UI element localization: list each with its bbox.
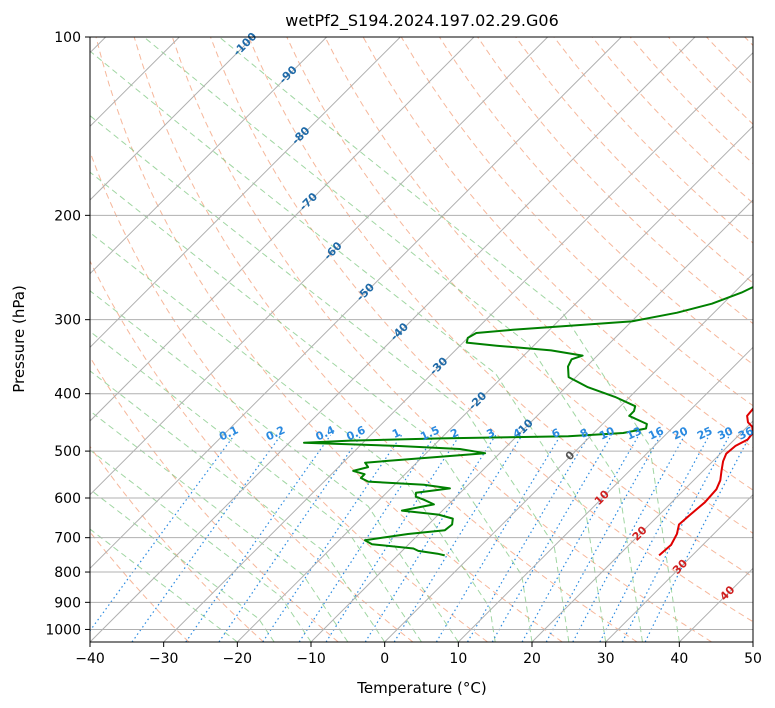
mixing-ratio-line [599,434,710,642]
y-tick-label: 1000 [45,622,81,638]
y-tick-label: 100 [54,30,81,46]
mixing-ratio-line [435,434,562,642]
mixing-ratio-label: 25 [695,424,714,442]
mixing-ratio-line [325,434,461,642]
isotherm-line [90,37,696,642]
y-tick-label: 700 [54,531,81,547]
y-tick-label: 900 [54,595,81,611]
isotherm-line [678,567,753,642]
mixing-ratio-line [521,434,640,642]
isotherm-line [90,37,475,422]
isotherm-line [605,493,753,642]
mixing-ratio-label: 1.5 [418,423,441,443]
moist-adiabat-line [90,115,570,642]
dry-adiabat-line [706,37,753,86]
x-tick-label: 50 [744,651,762,667]
mixing-ratio-label: 0.2 [264,423,287,443]
isotherm-line [310,199,753,642]
moist-adiabat-line [90,50,607,642]
mixing-ratio-label: 0.1 [217,423,240,443]
dry-adiabat-line [90,531,190,642]
isotherm-line [90,37,549,496]
mixing-ratio-line [545,434,662,642]
moist-adiabat-line [90,410,349,642]
moist-adiabat-line [90,528,238,642]
moist-adiabat-line [90,290,459,642]
dry-adiabat-line [171,37,712,642]
isotherm-label: -100 [231,30,260,59]
isotherm-line [531,420,753,642]
dry-adiabat-line [286,37,753,534]
isotherm-line [384,272,753,642]
x-tick-label: −40 [75,651,105,667]
dry-adiabat-line [324,37,753,491]
y-tick-label: 200 [54,208,81,224]
mixing-ratio-line [644,434,751,642]
x-tick-label: 10 [449,651,467,667]
moist-adiabat-line [90,370,386,642]
mixing-ratio-line [572,434,686,642]
y-tick-label: 300 [54,313,81,329]
dry-adiabat-line [515,37,753,284]
isotherm-line [90,37,401,349]
dry-adiabat-line [133,37,638,642]
y-tick-label: 500 [54,444,81,460]
temperature-profile-line [658,407,753,557]
dry-adiabat-line [744,37,753,47]
dry-adiabat-line [90,259,414,642]
moist-adiabat-line [90,231,496,642]
moist-adiabat-line [90,330,422,642]
mixing-ratio-line [491,434,613,642]
mixing-ratio-label: 3 [485,426,497,441]
x-tick-label: −10 [296,651,326,667]
x-tick-label: −20 [223,651,253,667]
mixing-ratio-line [262,434,403,642]
mixing-ratio-label: 10 [597,424,617,442]
dry-adiabat-line [591,37,753,204]
mixing-ratio-line [364,434,497,642]
mixing-ratio-line [466,434,590,642]
moist-adiabat-line [90,449,312,642]
dry-adiabat-line [95,37,563,642]
mixing-ratio-label: 16 [646,424,666,442]
mixing-ratio-label: 36 [736,424,756,442]
plot-frame [89,36,754,643]
dry-adiabat-line [210,37,753,623]
moist-adiabat-line [90,488,275,642]
mixing-ratio-label: 30 [716,424,736,442]
x-tick-label: −30 [149,651,179,667]
mixing-ratio-label: 6 [550,426,563,441]
isotherm-line [163,51,753,642]
dry-adiabat-line [668,37,753,125]
dry-adiabat-line [248,37,753,578]
isotherm-line [90,37,328,275]
dry-adiabat-line [438,37,753,366]
y-axis-label: Pressure (hPa) [10,285,28,393]
moist-adiabat-line [90,171,533,642]
moist-adiabat-line [143,37,643,642]
x-axis-label: Temperature (°C) [356,679,486,697]
x-tick-label: 40 [670,651,688,667]
mixing-ratio-line [621,434,731,642]
y-tick-label: 400 [54,387,81,403]
isotherm-line [752,641,753,642]
y-tick-label: 800 [54,565,81,581]
isotherm-line [90,37,622,570]
x-tick-label: 20 [523,651,541,667]
mixing-ratio-label: 20 [671,424,691,442]
isotherm-line [236,125,753,642]
x-tick-label: 30 [597,651,615,667]
chart-title: wetPf2_S194.2024.197.02.29.G06 [285,11,559,31]
isotherm-line [90,37,254,201]
x-tick-label: 0 [380,651,389,667]
dewpoint-profile-line [303,285,753,557]
y-tick-label: 600 [54,491,81,507]
moist-adiabat-line [218,37,680,642]
isotherm-line [457,346,753,642]
mixing-ratio-label: 13 [624,424,643,442]
dry-adiabat-line [90,356,339,642]
dry-adiabat-line [90,445,264,642]
